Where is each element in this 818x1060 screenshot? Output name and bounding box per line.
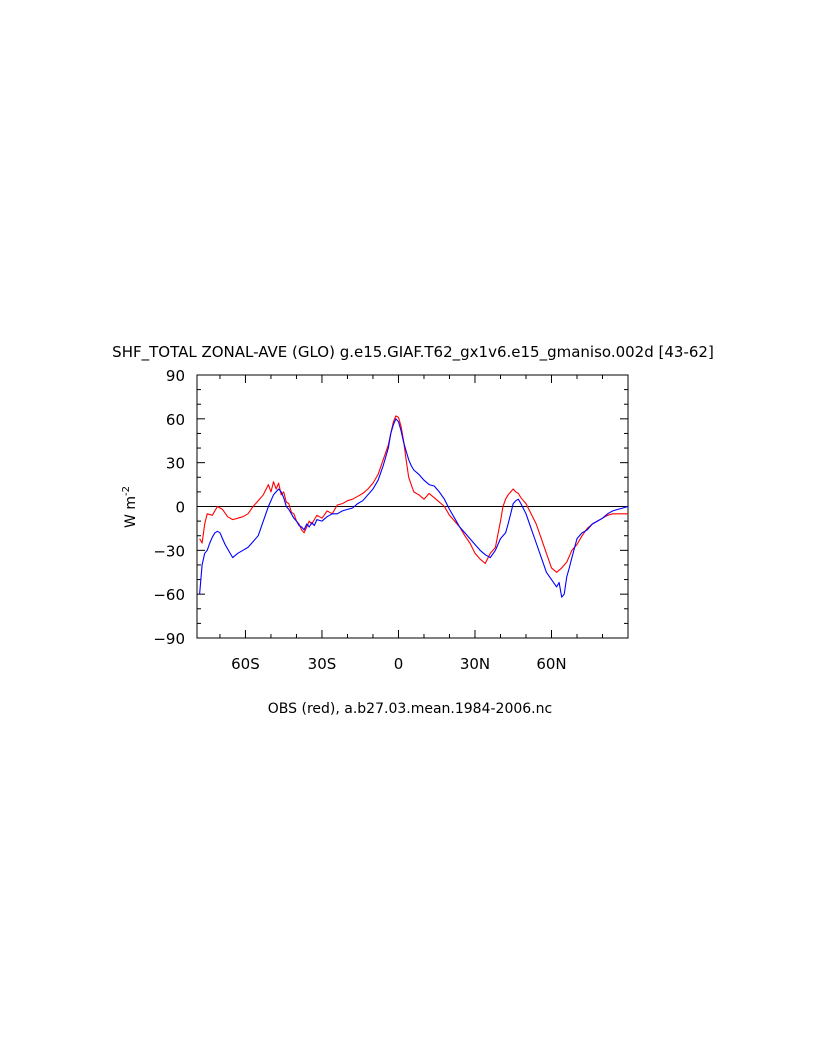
x-tick-label: 0: [394, 655, 404, 673]
y-tick-label: −60: [153, 586, 185, 604]
y-tick-label: 90: [166, 367, 185, 385]
x-tick-label: 30S: [308, 655, 337, 673]
axis-ticks: [197, 374, 628, 639]
y-axis-label-text: W m: [123, 496, 139, 528]
y-tick-label: 30: [166, 455, 185, 473]
y-tick-label: −90: [153, 630, 185, 648]
x-tick-label: 60N: [536, 655, 566, 673]
series-line-blue: [199, 418, 629, 598]
x-tick-label: 60S: [231, 655, 260, 673]
y-tick-labels: −90 −60 −30 0 30 60 90: [153, 367, 185, 648]
series-line-red: [199, 415, 628, 573]
series-lines: [199, 415, 629, 598]
y-tick-label: 60: [166, 411, 185, 429]
chart-title: SHF_TOTAL ZONAL-AVE (GLO) g.e15.GIAF.T62…: [112, 343, 714, 362]
y-axis-label-superscript: -2: [121, 486, 132, 496]
x-tick-label: 30N: [460, 655, 490, 673]
x-tick-labels: 60S 30S 0 30N 60N: [231, 655, 566, 673]
x-axis-caption: OBS (red), a.b27.03.mean.1984-2006.nc: [268, 701, 552, 717]
y-axis-label: W m-2: [121, 486, 139, 528]
y-tick-label: 0: [175, 499, 185, 517]
y-tick-label: −30: [153, 542, 185, 560]
